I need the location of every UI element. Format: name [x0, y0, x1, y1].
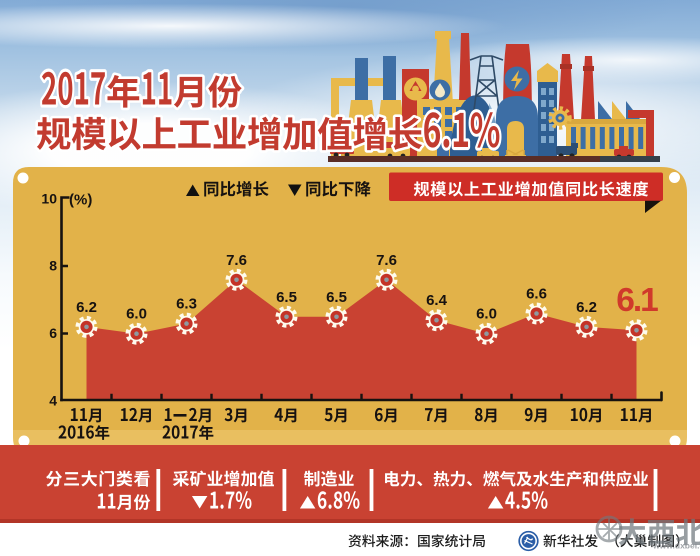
- svg-text:6.5: 6.5: [276, 289, 297, 306]
- svg-text:7.6: 7.6: [376, 252, 397, 269]
- svg-text:6.1: 6.1: [616, 282, 658, 319]
- svg-text:7.6: 7.6: [226, 252, 247, 269]
- svg-text:6.0: 6.0: [476, 306, 497, 323]
- svg-text:6.2: 6.2: [76, 299, 97, 316]
- svg-text:10: 10: [41, 191, 57, 207]
- svg-text:6: 6: [49, 325, 57, 341]
- svg-text:6.5: 6.5: [326, 289, 347, 306]
- svg-text:6.4: 6.4: [426, 292, 448, 309]
- svg-text:4: 4: [49, 393, 57, 409]
- svg-text:6.0: 6.0: [126, 306, 147, 323]
- svg-text:www.dxbei.com: www.dxbei.com: [652, 541, 700, 551]
- svg-text:6.6: 6.6: [526, 285, 547, 302]
- svg-text:8: 8: [49, 258, 57, 274]
- svg-text:(%): (%): [69, 192, 92, 209]
- svg-text:6.2: 6.2: [576, 299, 597, 316]
- svg-text:6.3: 6.3: [176, 296, 197, 313]
